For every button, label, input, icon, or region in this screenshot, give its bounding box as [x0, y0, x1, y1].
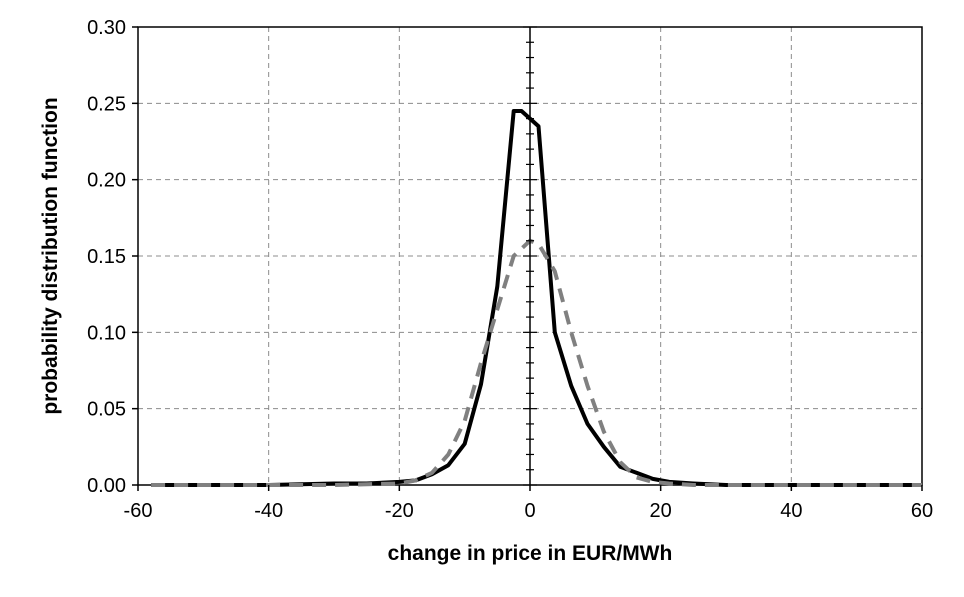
x-axis-title: change in price in EUR/MWh — [388, 542, 673, 565]
series-line-1 — [151, 109, 922, 487]
y-axis-title: probability distribution function — [39, 97, 62, 414]
x-tick-label: 40 — [780, 500, 802, 522]
x-tick-label: -20 — [385, 500, 414, 522]
x-tick-label: -60 — [124, 500, 153, 522]
x-tick-label: -40 — [254, 500, 283, 522]
y-tick-label: 0.10 — [87, 322, 126, 344]
y-tick-label: 0.15 — [87, 246, 126, 268]
x-tick-label: 0 — [524, 500, 535, 522]
y-tick-label: 0.25 — [87, 93, 126, 115]
x-tick-labels: -60 -40 -20 0 20 40 60 — [124, 500, 934, 522]
x-tick-label: 60 — [911, 500, 933, 522]
series-line-2 — [151, 238, 922, 487]
x-tick-label: 20 — [650, 500, 672, 522]
y-tick-label: 0.30 — [87, 17, 126, 39]
y-tick-labels: 0.00 0.05 0.10 0.15 0.20 0.25 0.30 — [87, 17, 126, 497]
y-tick-label: 0.20 — [87, 170, 126, 192]
y-tick-label: 0.00 — [87, 475, 126, 497]
y-tick-label: 0.05 — [87, 399, 126, 421]
series-group — [151, 109, 922, 487]
y-axis-zero-line — [132, 26, 923, 491]
